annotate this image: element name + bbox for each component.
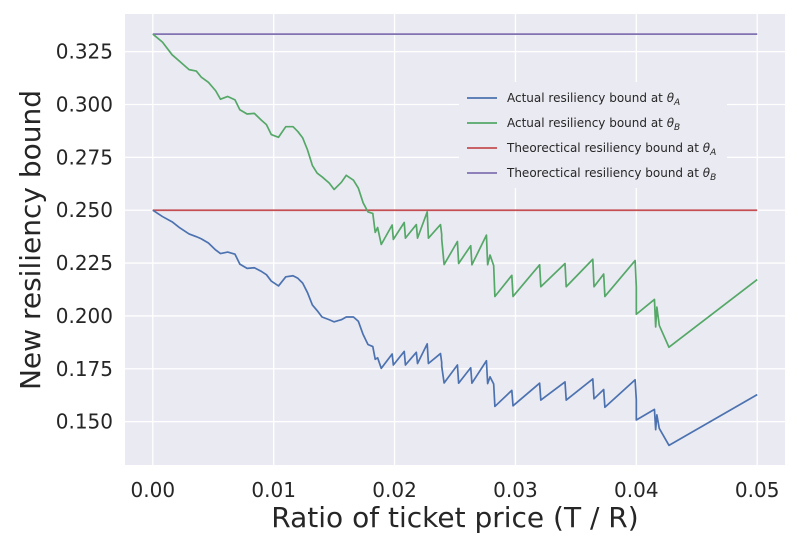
legend-entry-0: Actual resiliency bound at θA (507, 91, 680, 108)
x-tick-label: 0.03 (493, 478, 538, 502)
x-tick-label: 0.04 (614, 478, 659, 502)
legend-box (459, 82, 727, 188)
y-tick-label: 0.200 (56, 304, 113, 328)
x-tick-label: 0.02 (372, 478, 417, 502)
y-axis-label: New resiliency bound (14, 90, 47, 390)
y-tick-label: 0.225 (56, 251, 113, 275)
y-tick-label: 0.275 (56, 145, 113, 169)
y-tick-label: 0.300 (56, 92, 113, 116)
legend-entry-1: Actual resiliency bound at θB (507, 116, 680, 133)
legend: Actual resiliency bound at θA Actual resi… (459, 82, 727, 188)
series-line-1 (152, 33, 758, 349)
x-axis-label: Ratio of ticket price (T / R) (271, 501, 638, 534)
x-tick-label: 0.01 (251, 478, 296, 502)
x-tick-label: 0.00 (131, 478, 176, 502)
y-tick-label: 0.325 (56, 40, 113, 64)
y-tick-label: 0.150 (56, 410, 113, 434)
y-tick-label: 0.175 (56, 357, 113, 381)
legend-entry-3: Theorectical resiliency bound at θB (506, 166, 716, 183)
tick-labels: 0.00 0.01 0.02 0.03 0.04 0.05 0.150 0.175 0.200 0… (56, 40, 780, 502)
series-line-0 (152, 209, 758, 447)
legend-entry-2: Theorectical resiliency bound at θA (506, 141, 716, 158)
y-tick-label: 0.250 (56, 198, 113, 222)
series-lines (152, 33, 758, 447)
x-tick-label: 0.05 (735, 478, 780, 502)
plot-background (125, 14, 785, 465)
